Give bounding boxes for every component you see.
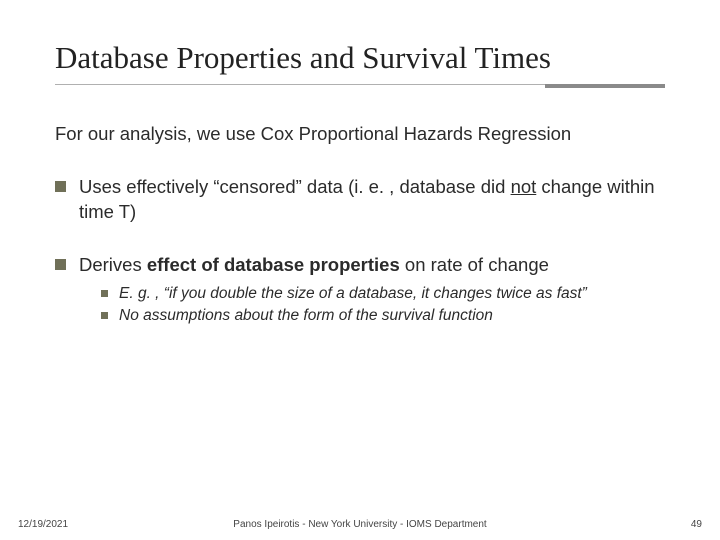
bullet-text-pre: Derives	[79, 254, 147, 275]
sub-bullet-list: E. g. , “if you double the size of a dat…	[79, 284, 665, 328]
bullet-text-emph: not	[511, 176, 537, 197]
bullet-text-bold: effect of database properties	[147, 254, 400, 275]
slide: Database Properties and Survival Times F…	[0, 0, 720, 540]
bullet-text-pre: Uses effectively “censored” data (i. e. …	[79, 176, 511, 197]
bullet-item: Derives effect of database properties on…	[55, 253, 665, 328]
sub-bullet-text: E. g. , “if you double the size of a dat…	[119, 285, 587, 302]
footer-page-number: 49	[691, 519, 702, 530]
title-rule-short	[545, 84, 665, 88]
bullet-item: Uses effectively “censored” data (i. e. …	[55, 175, 665, 225]
sub-bullet-text: No assumptions about the form of the sur…	[119, 307, 493, 324]
slide-title: Database Properties and Survival Times	[55, 40, 665, 76]
title-rule	[55, 84, 665, 104]
footer-affiliation: Panos Ipeirotis - New York University - …	[0, 519, 720, 530]
sub-bullet-item: No assumptions about the form of the sur…	[79, 306, 665, 327]
intro-text: For our analysis, we use Cox Proportiona…	[55, 122, 665, 147]
sub-bullet-item: E. g. , “if you double the size of a dat…	[79, 284, 665, 305]
bullet-text-post: on rate of change	[400, 254, 549, 275]
slide-footer: 12/19/2021 Panos Ipeirotis - New York Un…	[0, 512, 720, 530]
bullet-list: Uses effectively “censored” data (i. e. …	[55, 175, 665, 328]
slide-body: For our analysis, we use Cox Proportiona…	[55, 122, 665, 328]
